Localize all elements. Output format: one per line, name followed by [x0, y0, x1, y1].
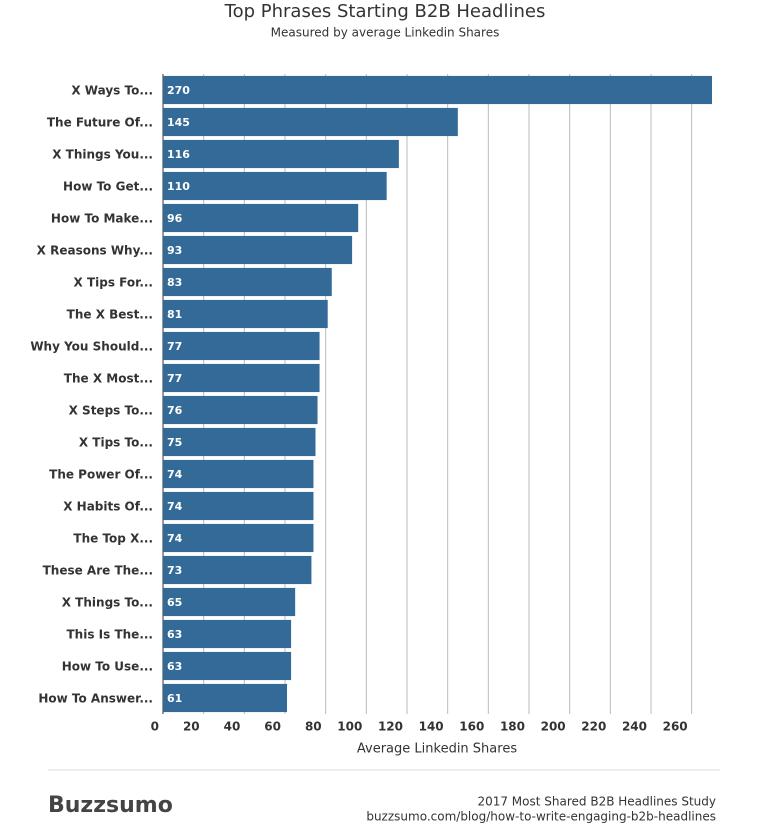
bar [163, 235, 353, 265]
bar [163, 459, 314, 489]
bar [163, 299, 328, 329]
y-tick-label: X Tips To... [79, 436, 153, 450]
value-label: 74 [167, 532, 183, 545]
y-tick-label: The Top X... [73, 532, 153, 546]
bar [163, 683, 288, 713]
y-tick-label: How To Get... [63, 180, 153, 194]
x-tick-label: 40 [224, 720, 241, 734]
value-label: 81 [167, 308, 182, 321]
x-tick-label: 240 [622, 720, 647, 734]
y-tick-label: X Habits Of... [63, 500, 153, 514]
value-label: 63 [167, 660, 182, 673]
bar [163, 619, 292, 649]
y-tick-label: The Future Of... [47, 116, 153, 130]
value-label: 75 [167, 436, 182, 449]
x-tick-label: 120 [378, 720, 403, 734]
x-tick-label: 20 [183, 720, 200, 734]
x-tick-label: 0 [151, 720, 159, 734]
value-label: 96 [167, 212, 183, 225]
y-tick-label: X Things To... [62, 596, 153, 610]
y-tick-label: How To Make... [51, 212, 153, 226]
value-label: 83 [167, 276, 182, 289]
x-tick-label: 260 [663, 720, 688, 734]
y-tick-label: X Steps To... [69, 404, 153, 418]
value-label: 76 [167, 404, 183, 417]
bar [163, 267, 332, 297]
chart-title: Top Phrases Starting B2B Headlines [224, 1, 546, 22]
footer-study: 2017 Most Shared B2B Headlines Study [477, 795, 716, 809]
y-tick-label: How To Use... [62, 660, 153, 674]
x-tick-label: 100 [337, 720, 362, 734]
bar [163, 427, 316, 457]
x-tick-label: 160 [459, 720, 484, 734]
value-label: 61 [167, 692, 182, 705]
y-tick-label: X Reasons Why... [37, 244, 153, 258]
value-label: 116 [167, 148, 190, 161]
y-tick-label: The Power Of... [49, 468, 153, 482]
value-label: 93 [167, 244, 182, 257]
brand-logo: Buzzsumo [48, 793, 173, 818]
y-tick-label: These Are The... [43, 564, 153, 578]
footer-url: buzzsumo.com/blog/how-to-write-engaging-… [366, 810, 716, 824]
bar [163, 395, 318, 425]
value-label: 74 [167, 500, 183, 513]
x-tick-label: 80 [305, 720, 322, 734]
value-label: 110 [167, 180, 190, 193]
x-tick-label: 60 [264, 720, 281, 734]
bar [163, 491, 314, 521]
y-tick-label: Why You Should... [30, 340, 153, 354]
bar [163, 139, 399, 169]
y-tick-label: X Tips For... [74, 276, 153, 290]
value-label: 77 [167, 372, 182, 385]
bar [163, 523, 314, 553]
bar [163, 203, 359, 233]
value-label: 74 [167, 468, 183, 481]
x-tick-label: 140 [419, 720, 444, 734]
value-label: 73 [167, 564, 182, 577]
bar [163, 107, 458, 137]
bar [163, 75, 712, 105]
x-tick-label: 220 [581, 720, 606, 734]
value-label: 65 [167, 596, 182, 609]
chart-subtitle: Measured by average Linkedin Shares [271, 26, 500, 40]
bar [163, 331, 320, 361]
bar [163, 587, 296, 617]
value-label: 145 [167, 116, 190, 129]
y-tick-label: This Is The... [67, 628, 154, 642]
y-tick-label: X Things You... [52, 148, 153, 162]
y-tick-label: X Ways To... [71, 84, 153, 98]
y-tick-label: How To Answer... [38, 692, 153, 706]
bar [163, 171, 387, 201]
x-tick-label: 200 [541, 720, 566, 734]
value-label: 270 [167, 84, 190, 97]
bar [163, 363, 320, 393]
value-label: 77 [167, 340, 182, 353]
y-tick-label: The X Best... [67, 308, 153, 322]
y-tick-label: The X Most... [64, 372, 153, 386]
value-label: 63 [167, 628, 182, 641]
bar [163, 555, 312, 585]
bar [163, 651, 292, 681]
x-axis-title: Average Linkedin Shares [357, 742, 517, 757]
x-tick-label: 180 [500, 720, 525, 734]
